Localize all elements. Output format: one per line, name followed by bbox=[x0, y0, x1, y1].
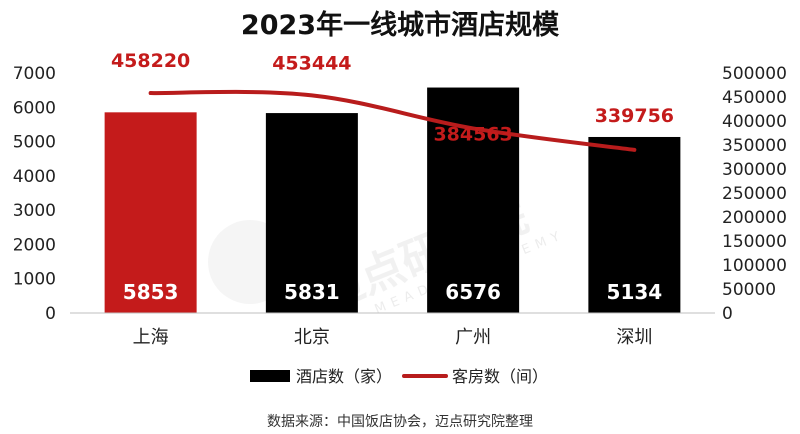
bar-广州 bbox=[427, 87, 520, 313]
legend-swatch-hotels bbox=[250, 370, 290, 382]
right-tick-label: 250000 bbox=[722, 184, 787, 204]
legend-label-hotels: 酒店数（家） bbox=[296, 367, 392, 386]
bar-北京 bbox=[265, 113, 358, 313]
bar-value-label: 5134 bbox=[607, 280, 663, 304]
category-label: 深圳 bbox=[616, 327, 652, 348]
legend-label-rooms: 客房数（间） bbox=[452, 367, 548, 386]
chart-title: 2023年一线城市酒店规模 bbox=[241, 9, 559, 41]
bar-深圳 bbox=[588, 136, 681, 313]
source-note: 数据来源：中国饭店协会，迈点研究院整理 bbox=[267, 414, 533, 430]
right-axis: 0 50000 100000 150000 200000 250000 300000 3500… bbox=[722, 64, 787, 324]
left-axis: 0 1000 2000 3000 4000 5000 6000 7000 bbox=[13, 64, 56, 324]
left-tick-label: 0 bbox=[45, 304, 56, 324]
right-tick-label: 50000 bbox=[722, 280, 776, 300]
right-tick-label: 500000 bbox=[722, 64, 787, 84]
category-labels: 上海 北京 广州 深圳 bbox=[133, 327, 653, 348]
bar-value-label: 5853 bbox=[123, 280, 179, 304]
line-value-label: 458220 bbox=[111, 50, 190, 72]
left-tick-label: 6000 bbox=[13, 98, 56, 118]
bar-value-label: 5831 bbox=[284, 280, 340, 304]
bar-labels: 5853 5831 6576 5134 bbox=[123, 280, 662, 304]
category-label: 上海 bbox=[133, 327, 169, 348]
right-tick-label: 150000 bbox=[722, 232, 787, 252]
left-tick-label: 4000 bbox=[13, 167, 56, 187]
line-value-label: 453444 bbox=[272, 52, 351, 74]
line-series-rooms bbox=[148, 89, 637, 152]
bars bbox=[104, 87, 681, 313]
line-value-label: 384563 bbox=[433, 123, 512, 145]
right-tick-label: 300000 bbox=[722, 160, 787, 180]
left-tick-label: 7000 bbox=[13, 64, 56, 84]
legend: 酒店数（家） 客房数（间） bbox=[250, 367, 548, 386]
left-tick-label: 5000 bbox=[13, 133, 56, 153]
category-label: 北京 bbox=[294, 327, 330, 348]
line-value-label: 339756 bbox=[595, 105, 674, 127]
left-tick-label: 3000 bbox=[13, 201, 56, 221]
left-tick-label: 2000 bbox=[13, 235, 56, 255]
right-tick-label: 400000 bbox=[722, 112, 787, 132]
right-tick-label: 450000 bbox=[722, 88, 787, 108]
category-label: 广州 bbox=[455, 327, 491, 348]
left-tick-label: 1000 bbox=[13, 270, 56, 290]
right-tick-label: 350000 bbox=[722, 136, 787, 156]
bar-上海 bbox=[104, 112, 197, 313]
right-tick-label: 200000 bbox=[722, 208, 787, 228]
line-labels: 458220 453444 384563 339756 bbox=[111, 50, 674, 145]
bar-value-label: 6576 bbox=[445, 280, 501, 304]
right-tick-label: 100000 bbox=[722, 256, 787, 276]
right-tick-label: 0 bbox=[722, 304, 733, 324]
